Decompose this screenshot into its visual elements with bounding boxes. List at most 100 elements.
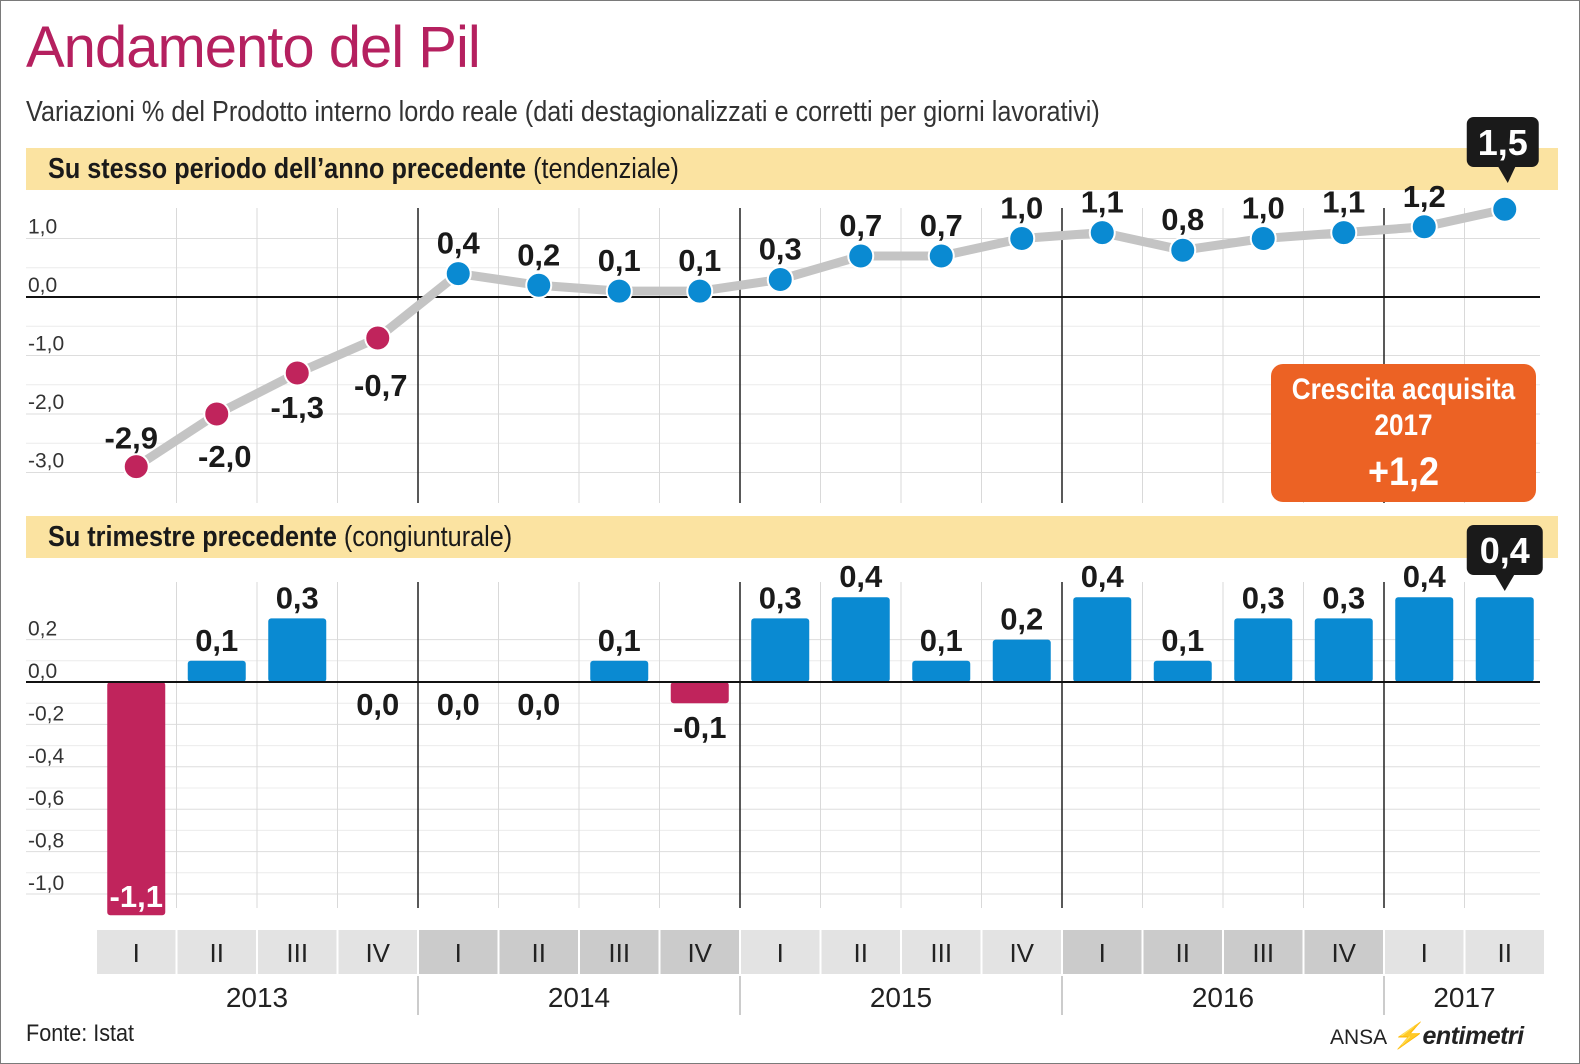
callout-value: +1,2 <box>1367 450 1440 494</box>
data-label-top: 0,8 <box>1161 202 1204 237</box>
quarter-label: II <box>854 938 868 968</box>
quarter-label: II <box>1176 938 1190 968</box>
bar <box>268 618 327 682</box>
line-point <box>1008 225 1036 252</box>
quarter-label: II <box>1498 938 1512 968</box>
data-label-top: 0,4 <box>437 226 481 261</box>
data-label-bottom: 0,0 <box>356 687 399 722</box>
data-label-bottom: 0,4 <box>1480 530 1530 571</box>
highlight-pointer <box>1494 574 1515 591</box>
quarter-label: I <box>1421 938 1428 968</box>
chart-title: Andamento del Pil <box>26 15 481 80</box>
bar <box>1475 597 1534 682</box>
quarter-cell <box>1304 930 1383 974</box>
quarter-label: III <box>608 938 630 968</box>
data-label-bottom: 0,3 <box>1242 580 1285 615</box>
quarter-cell <box>258 930 337 974</box>
y-tick-label-top: -2,0 <box>28 391 64 414</box>
data-label-top: -0,7 <box>354 368 407 403</box>
data-label-top: 0,7 <box>920 208 963 243</box>
data-label-top: -2,9 <box>105 421 158 456</box>
panel-bottom-label: Su trimestre precedente <box>48 521 337 553</box>
year-label: 2014 <box>548 982 610 1013</box>
data-label-top: -2,0 <box>198 439 251 474</box>
quarter-label: I <box>133 938 140 968</box>
bar <box>912 660 971 682</box>
y-tick-label-bottom: -0,2 <box>28 702 64 725</box>
quarter-label: II <box>532 938 546 968</box>
line-series: -2,9 -2,0 -1,3 -0,7 0,4 0,2 0,1 0,1 0,3 0,7 0,7 1,0… <box>105 117 1539 481</box>
y-tick-label-bottom: 0,2 <box>28 618 57 641</box>
y-tick-label-bottom: -0,4 <box>28 745 65 768</box>
data-label-top: 0,3 <box>759 231 802 266</box>
quarter-label: I <box>1099 938 1106 968</box>
data-label-bottom: 0,4 <box>1081 559 1125 594</box>
bar <box>590 660 649 682</box>
data-label-top: 0,7 <box>839 208 882 243</box>
quarter-label: II <box>210 938 224 968</box>
bar <box>1234 618 1293 682</box>
quarter-label: III <box>1252 938 1274 968</box>
bolt-icon: ⚡ <box>1391 1022 1423 1050</box>
quarter-cell <box>419 930 498 974</box>
bar <box>1395 597 1454 682</box>
data-label-bottom: 0,0 <box>437 687 480 722</box>
line-point <box>766 265 794 293</box>
line-point <box>605 277 633 305</box>
data-label-bottom: 0,3 <box>759 580 802 615</box>
data-label-top: 1,1 <box>1081 185 1124 220</box>
data-label-bottom: 0,1 <box>1161 623 1204 658</box>
quarter-label: I <box>777 938 784 968</box>
line-point <box>122 453 150 481</box>
data-label-bottom: 0,1 <box>920 623 963 658</box>
highlight-pointer <box>1497 166 1516 183</box>
bar <box>107 682 166 916</box>
year-label: 2015 <box>870 982 932 1013</box>
panel-top-label: Su stesso periodo dell’anno precedente <box>48 153 527 185</box>
bar <box>187 660 246 682</box>
y-tick-label-bottom: -1,0 <box>28 872 64 895</box>
line-point <box>1169 236 1197 264</box>
brand-name: entimetri <box>1422 1022 1525 1050</box>
data-label-bottom: 0,3 <box>276 580 319 615</box>
line-point <box>1088 219 1116 247</box>
bar-series: -1,1 0,1 0,3 0,0 0,0 0,0 0,1 -0,1 0,3 0,4 0,1 0,2 0,… <box>26 525 1543 916</box>
data-label-top: 0,1 <box>598 243 641 278</box>
bar <box>992 639 1051 682</box>
data-label-top: 1,5 <box>1478 122 1528 163</box>
line-point <box>1249 225 1277 252</box>
panel-bottom-header: Su trimestre precedente (congiunturale) <box>26 516 1558 558</box>
year-label: 2016 <box>1192 982 1254 1013</box>
bar <box>670 682 729 704</box>
brand-logo: ANSA ⚡entimetri <box>1330 1022 1524 1051</box>
quarter-cell <box>338 930 417 974</box>
y-tick-label-top: 0,0 <box>28 274 57 297</box>
quarter-cell <box>580 930 659 974</box>
highlight-bubble <box>1466 117 1539 167</box>
y-tick-label-top: -1,0 <box>28 333 64 356</box>
quarter-cell <box>741 930 820 974</box>
quarter-label: IV <box>1331 938 1356 968</box>
highlight-bubble <box>1466 525 1543 575</box>
y-tick-label-top: 1,0 <box>28 216 57 239</box>
line-point <box>525 271 553 299</box>
line-point <box>283 359 311 387</box>
quarter-cell <box>97 930 176 974</box>
data-label-bottom: 0,4 <box>839 559 883 594</box>
data-label-top: 1,1 <box>1322 185 1365 220</box>
brand-prefix: ANSA <box>1330 1026 1387 1049</box>
quarter-label: IV <box>1009 938 1034 968</box>
quarter-label: IV <box>687 938 712 968</box>
quarter-cell <box>902 930 981 974</box>
quarter-cell <box>177 930 256 974</box>
quarter-cell <box>821 930 900 974</box>
data-label-bottom: 0,1 <box>598 623 641 658</box>
line-point <box>686 277 714 305</box>
line-point <box>847 242 875 270</box>
data-label-top: 1,0 <box>1000 191 1043 226</box>
quarter-cell <box>660 930 739 974</box>
data-label-top: 0,1 <box>678 243 721 278</box>
quarter-cell <box>1143 930 1222 974</box>
